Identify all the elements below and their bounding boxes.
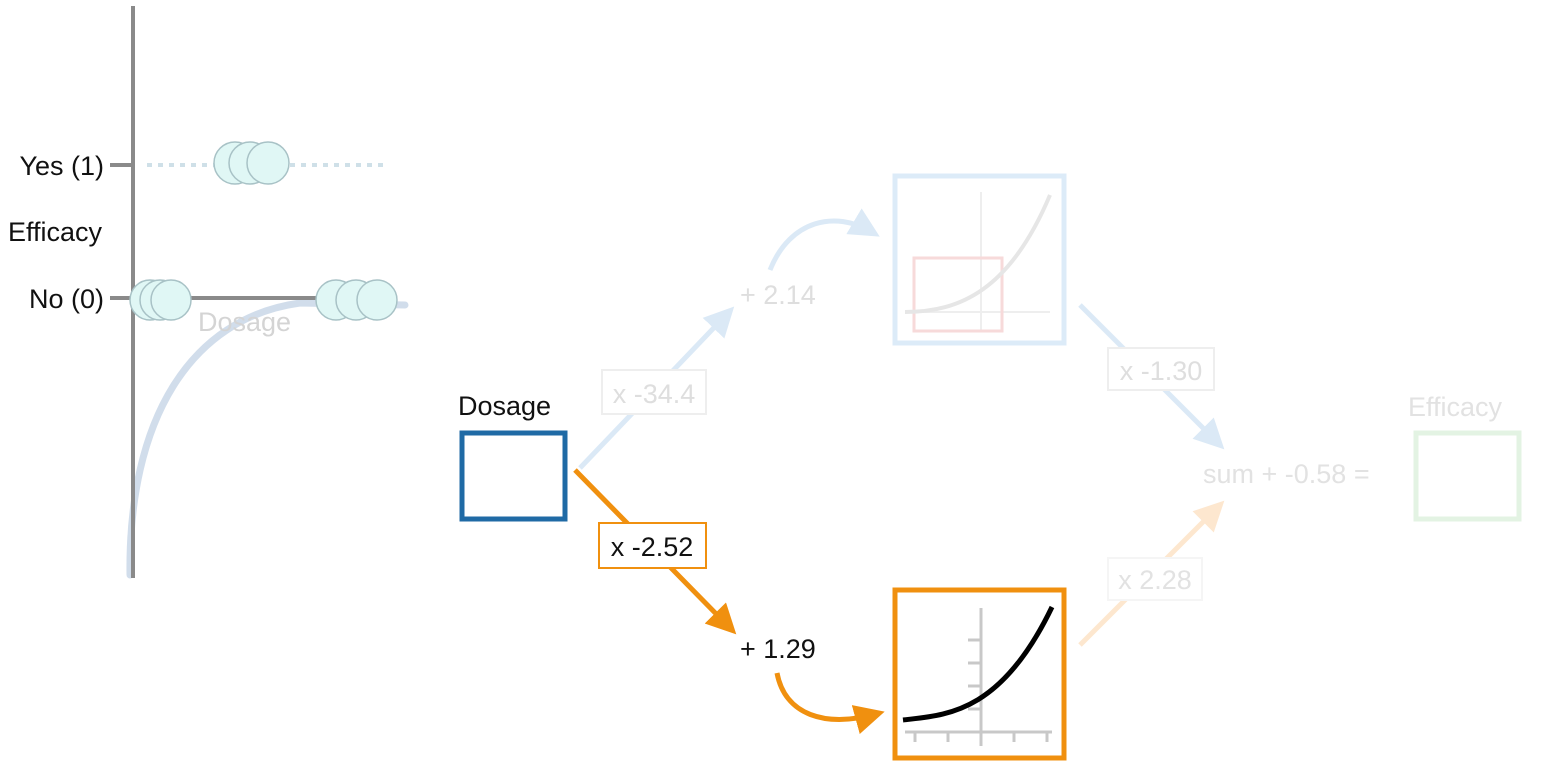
- bottom-bias-label: + 1.29: [740, 634, 816, 664]
- bottom-weight-label: x -2.52: [611, 532, 694, 562]
- output-label: Efficacy: [1408, 392, 1503, 422]
- top-bias-arrow: [767, 208, 880, 271]
- bottom-output-weight-label: x 2.28: [1118, 565, 1192, 595]
- top-weight-label: x -34.4: [613, 379, 696, 409]
- bottom-weight-box: [598, 522, 707, 569]
- top-bias-label: + 2.14: [740, 280, 816, 310]
- input-node: Dosage: [458, 391, 568, 522]
- top-weight-box: [601, 369, 707, 415]
- bottom-bias-arrow: [774, 672, 885, 735]
- data-point: [356, 279, 398, 321]
- output-node: sum + -0.58 = Efficacy: [1203, 392, 1522, 522]
- data-plot: Yes (1) Efficacy No (0) Dosage: [8, 6, 409, 579]
- top-activation-highlight: [912, 256, 1004, 333]
- bottom-output-weight-box: [1107, 557, 1203, 601]
- y-axis-title: Efficacy: [8, 217, 103, 247]
- faint-fit-curve: [126, 299, 409, 579]
- bottom-activation-ticks: [913, 638, 1049, 742]
- bottom-activation-node: [892, 587, 1067, 761]
- input-box: [459, 430, 568, 522]
- sum-expression: sum + -0.58 =: [1203, 459, 1370, 489]
- bottom-activation-curve: [902, 605, 1055, 723]
- top-activation-curve: [904, 194, 1052, 314]
- top-output-weight-box: [1107, 347, 1215, 391]
- input-label: Dosage: [458, 391, 551, 421]
- output-box: [1413, 430, 1522, 522]
- yes-dots: [213, 141, 290, 185]
- no-dots-low-dosage: [129, 279, 192, 321]
- top-activation-node: [892, 173, 1067, 346]
- data-point: [150, 279, 192, 321]
- y-bottom-label: No (0): [29, 284, 104, 314]
- top-output-weight-label: x -1.30: [1120, 356, 1203, 386]
- x-axis-title: Dosage: [198, 307, 291, 337]
- data-point: [246, 141, 290, 185]
- no-dots-high-dosage: [315, 279, 398, 321]
- y-top-label: Yes (1): [19, 151, 104, 181]
- bottom-path: x -2.52 + 1.29 x 2.28: [573, 468, 1225, 761]
- top-path: x -34.4 + 2.14 x -1.30: [578, 173, 1225, 470]
